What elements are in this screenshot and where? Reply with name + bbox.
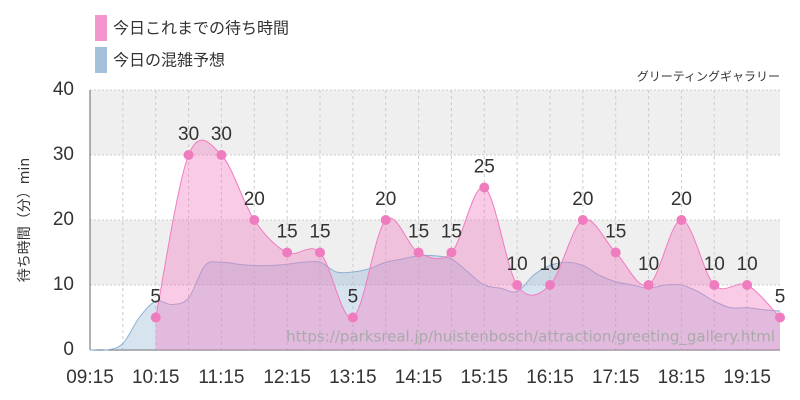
- data-point: [545, 280, 555, 290]
- data-point: [413, 247, 424, 258]
- watermark: https://parksreal.jp/huistenbosch/attrac…: [286, 328, 775, 347]
- x-tick-label: 19:15: [723, 367, 771, 388]
- area-fill: [155, 140, 780, 350]
- data-point: [150, 312, 161, 323]
- x-tick-label: 12:15: [263, 367, 311, 388]
- data-point: [315, 247, 325, 258]
- data-label: 15: [408, 222, 429, 243]
- data-point: [446, 247, 457, 258]
- data-point: [512, 280, 523, 290]
- data-point: [249, 215, 260, 225]
- data-point: [479, 182, 490, 193]
- legend-label: 今日これまでの待ち時間: [113, 19, 289, 38]
- x-tick-label: 14:15: [395, 367, 443, 388]
- data-point: [742, 280, 753, 290]
- data-point: [216, 150, 227, 160]
- data-point: [610, 247, 621, 258]
- data-point: [380, 215, 391, 225]
- x-tick-label: 16:15: [526, 367, 574, 388]
- x-tick-label: 13:15: [329, 367, 377, 388]
- y-axis-label: 待ち時間（分）min: [17, 158, 33, 282]
- data-point: [775, 312, 785, 323]
- data-label: 15: [441, 222, 462, 243]
- data-point: [709, 280, 720, 290]
- x-tick-label: 15:15: [461, 367, 509, 388]
- data-label: 20: [572, 189, 593, 210]
- data-label: 25: [474, 157, 495, 178]
- x-tick-label: 18:15: [658, 367, 706, 388]
- y-tick-label: 10: [53, 274, 74, 295]
- data-label: 5: [775, 287, 786, 308]
- x-tick-label: 10:15: [132, 367, 180, 388]
- data-label: 10: [737, 254, 758, 275]
- y-tick-label: 40: [53, 79, 74, 100]
- data-label: 30: [211, 124, 232, 145]
- data-label: 5: [150, 287, 161, 308]
- data-label: 15: [309, 222, 330, 243]
- x-tick-label: 09:15: [66, 367, 114, 388]
- data-label: 20: [244, 189, 265, 210]
- legend-swatch: [95, 15, 107, 41]
- data-label: 10: [539, 254, 560, 275]
- data-label: 15: [605, 222, 626, 243]
- data-point: [347, 312, 358, 323]
- data-point: [643, 280, 654, 290]
- data-label: 10: [638, 254, 659, 275]
- data-point: [183, 150, 194, 160]
- y-tick-label: 20: [53, 209, 74, 230]
- data-label: 5: [348, 287, 359, 308]
- legend-label: 今日の混雑予想: [113, 51, 225, 70]
- y-tick-label: 0: [63, 339, 74, 360]
- data-label: 20: [671, 189, 692, 210]
- x-tick-label: 11:15: [198, 367, 244, 388]
- data-label: 30: [178, 124, 199, 145]
- data-point: [282, 247, 293, 258]
- data-label: 15: [277, 222, 298, 243]
- x-tick-label: 17:15: [592, 367, 640, 388]
- legend-swatch: [95, 47, 107, 73]
- data-point: [676, 215, 687, 225]
- data-label: 10: [507, 254, 528, 275]
- data-label: 10: [704, 254, 725, 275]
- grid-band: [90, 90, 780, 155]
- annotation: グリーティングギャラリー: [637, 70, 780, 84]
- data-label: 20: [375, 189, 396, 210]
- series-line: [89, 254, 781, 351]
- data-point: [577, 215, 588, 225]
- y-tick-label: 30: [53, 144, 74, 165]
- grid-band: [90, 220, 780, 285]
